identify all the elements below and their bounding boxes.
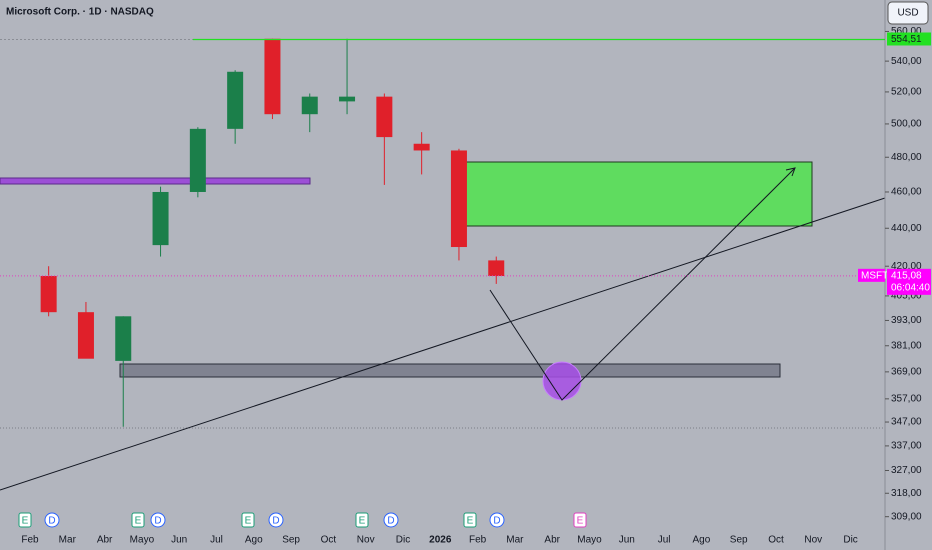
x-tick-label: Ago — [245, 535, 263, 546]
y-tick-label: 520,00 — [891, 87, 922, 98]
symbol-tag — [858, 268, 885, 282]
event-label: E — [467, 516, 474, 527]
event-icon — [18, 512, 32, 528]
plot-area — [0, 38, 886, 491]
gray-zone — [119, 363, 781, 378]
purple-zone — [0, 177, 311, 185]
y-tick-label: 347,00 — [891, 417, 922, 428]
x-tick-label: Sep — [282, 535, 300, 546]
y-tick-label: 440,00 — [891, 223, 922, 234]
candle-body — [115, 316, 132, 361]
event-icon — [463, 512, 477, 528]
x-tick-label: Abr — [544, 535, 560, 546]
x-tick-label: Feb — [21, 535, 39, 546]
event-icon — [241, 512, 255, 528]
event-icon — [573, 512, 587, 528]
y-tick-label: 318,00 — [891, 488, 922, 499]
symbol-label: MSFT — [861, 270, 888, 281]
x-tick-label: Mayo — [130, 535, 155, 546]
candle-body — [450, 150, 467, 248]
y-tick-label: 337,00 — [891, 441, 922, 452]
event-icon — [383, 512, 399, 528]
candle-body — [413, 143, 430, 151]
y-tick-label: 540,00 — [891, 56, 922, 67]
event-label: E — [135, 516, 142, 527]
candle-body — [376, 96, 393, 138]
countdown: 06:04:40 — [891, 282, 930, 293]
last-price-label: 415,08 — [891, 270, 922, 281]
y-tick-label: 327,00 — [891, 465, 922, 476]
x-tick-label: Jul — [210, 535, 223, 546]
x-tick-label: Ago — [693, 535, 711, 546]
candle-body — [40, 275, 57, 313]
y-tick-label: 369,00 — [891, 367, 922, 378]
event-label: D — [387, 516, 394, 527]
target-circle — [542, 361, 582, 401]
x-tick-label: Dic — [396, 535, 410, 546]
x-tick-label: Nov — [357, 535, 375, 546]
y-tick-label: 500,00 — [891, 119, 922, 130]
candle-body — [339, 96, 356, 102]
x-tick-label: Oct — [321, 535, 337, 546]
y-tick-label: 309,00 — [891, 511, 922, 522]
event-icon — [150, 512, 166, 528]
x-tick-label: Mar — [59, 535, 77, 546]
event-label: D — [154, 516, 161, 527]
x-tick-label: Abr — [97, 535, 113, 546]
candle-body — [152, 191, 169, 246]
candle-body — [77, 312, 94, 359]
x-tick-label: Jun — [171, 535, 187, 546]
event-label: E — [22, 516, 29, 527]
y-tick-label: 393,00 — [891, 315, 922, 326]
green-zone — [463, 161, 813, 227]
event-icon — [489, 512, 505, 528]
x-tick-label: Mar — [506, 535, 524, 546]
chart-title: Microsoft Corp. · 1D · NASDAQ — [6, 7, 154, 18]
path-arrow — [489, 167, 796, 401]
candle-body — [264, 38, 281, 115]
trend-line — [0, 197, 886, 491]
x-tick-label: Mayo — [577, 535, 602, 546]
y-tick-label: 405,00 — [891, 291, 922, 302]
event-label: D — [272, 516, 279, 527]
candle-body — [301, 96, 318, 115]
event-icon — [268, 512, 284, 528]
x-tick-label: Nov — [804, 535, 822, 546]
price-line-tag — [887, 32, 931, 46]
x-tick-label: 2026 — [429, 535, 452, 546]
y-tick-label: 357,00 — [891, 393, 922, 404]
event-label: D — [48, 516, 55, 527]
x-tick-label: Dic — [843, 535, 857, 546]
price-line-label: 554,51 — [891, 34, 922, 45]
y-tick-label: 460,00 — [891, 187, 922, 198]
currency[interactable]: USD — [897, 8, 918, 19]
y-tick-label: 560,00 — [891, 26, 922, 37]
event-icon — [355, 512, 369, 528]
x-tick-label: Feb — [469, 535, 487, 546]
event-label: E — [359, 516, 366, 527]
x-tick-label: Oct — [768, 535, 784, 546]
y-tick-label: 420,00 — [891, 261, 922, 272]
candle-body — [227, 71, 244, 129]
event-label: E — [245, 516, 252, 527]
event-label: D — [493, 516, 500, 527]
x-tick-label: Jun — [619, 535, 635, 546]
event-icon — [131, 512, 145, 528]
x-tick-label: Jul — [658, 535, 671, 546]
y-tick-label: 381,00 — [891, 340, 922, 351]
currency-button[interactable] — [887, 1, 929, 25]
y-tick-label: 480,00 — [891, 152, 922, 163]
x-tick-label: Sep — [730, 535, 748, 546]
event-icon — [44, 512, 60, 528]
candle-body — [488, 260, 505, 276]
arrow-head — [785, 167, 796, 177]
event-label: E — [577, 516, 584, 527]
last-price-tag — [887, 268, 931, 295]
candle-body — [189, 128, 206, 192]
